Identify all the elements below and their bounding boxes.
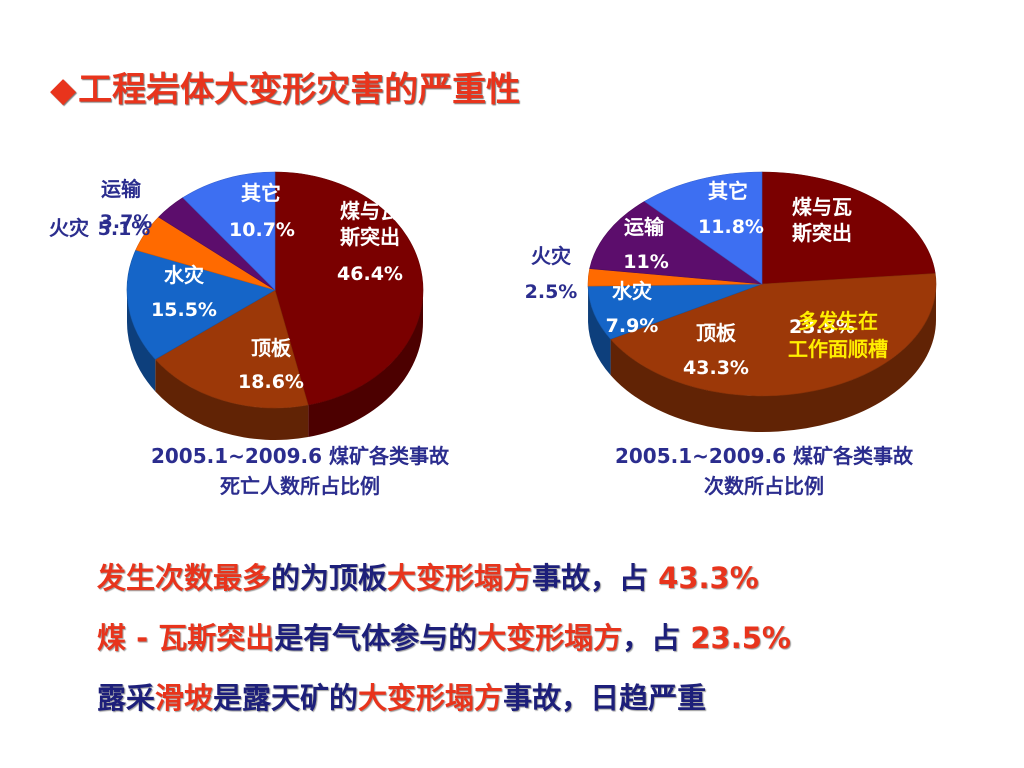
chart2-caption: 2005.1~2009.6 煤矿各类事故 次数所占比例 (574, 441, 954, 501)
bullet-text: ，占 (622, 621, 691, 655)
slice-label: 火灾 (49, 216, 89, 240)
chart-annotation: 多发生在工作面顺槽 (788, 309, 888, 361)
bullet-text: 大变形塌方 (387, 561, 533, 595)
slice-value-label: 46.4% (337, 263, 403, 285)
pie-charts: 煤与瓦斯突出 46.4% 顶板 18.6% 水灾 15.5% 火灾 5.1% 运输 3.7% 其它 1… (49, 171, 937, 440)
slice-value-label: 5.1% (98, 218, 151, 240)
title-diamond-icon: ◆ (50, 70, 77, 110)
slice-value-label: 11.8% (698, 216, 764, 238)
pie-slice-煤与瓦斯突出 (274, 171, 424, 406)
chart1-caption: 2005.1~2009.6 煤矿各类事故 死亡人数所占比例 (110, 441, 490, 501)
bullet-text: 23.5% (690, 621, 791, 655)
slice-label: 运输 (101, 177, 142, 201)
bullet-text: 发生次数最多 (97, 561, 272, 595)
page-title: ◆工程岩体大变形灾害的严重性 (50, 62, 520, 111)
pie-sides (588, 284, 936, 433)
pie-side-煤与瓦斯突出 (308, 290, 423, 437)
bullet-list: 发生次数最多的为顶板大变形塌方事故，占 43.3% 煤 - 瓦斯突出是有气体参与… (95, 548, 995, 728)
bullet-text: 的为顶板 (271, 561, 388, 595)
pie-slice-煤与瓦斯突出 (761, 171, 936, 285)
bullet-text: 43.3% (658, 561, 759, 595)
bullet-item: 煤 - 瓦斯突出是有气体参与的大变形塌方，占 23.5% (95, 608, 995, 668)
pie-slice-水灾 (126, 249, 276, 360)
bullet-text: 是有气体参与的 (274, 621, 478, 655)
slice-label: 水灾 (164, 263, 204, 287)
slice-label: 火灾 (531, 244, 571, 268)
slice-value-label: 3.7% (100, 211, 153, 233)
slice-value-label: 10.7% (229, 219, 295, 241)
slice-label: 煤与瓦斯突出 (340, 199, 400, 249)
chart2-caption-line2: 次数所占比例 (704, 474, 824, 498)
pie-chart-1: 煤与瓦斯突出 46.4% 顶板 18.6% 水灾 15.5% 火灾 5.1% 运输 3.7% 其它 1… (49, 171, 424, 440)
pie-slice-顶板 (154, 289, 309, 409)
slice-value-label: 15.5% (151, 299, 217, 321)
bullet-text: 事故，占 (532, 561, 659, 595)
bullet-text: 大变形塌方 (358, 681, 504, 715)
chart1-caption-line2: 死亡人数所占比例 (220, 474, 380, 498)
pie-chart-2: 煤与瓦斯突出 23.5% 顶板 43.3% 水灾 7.9% 火灾 2.5% 运输 11% 其它 11.… (525, 171, 937, 433)
chart2-caption-line1: 2005.1~2009.6 煤矿各类事故 (614, 444, 914, 468)
bullet-item: 发生次数最多的为顶板大变形塌方事故，占 43.3% (95, 548, 995, 608)
pie-slice-其它 (643, 171, 763, 285)
chart1-caption-line1: 2005.1~2009.6 煤矿各类事故 (150, 444, 450, 468)
slice-value-label: 11% (623, 251, 668, 273)
pie-side-水灾 (588, 286, 611, 376)
slice-value-label: 7.9% (606, 315, 659, 337)
slice-label: 其它 (241, 181, 281, 205)
slice-label: 顶板 (696, 321, 737, 345)
slice-label: 水灾 (612, 279, 652, 303)
pie-side-顶板 (155, 359, 309, 440)
pie-slice-运输 (589, 201, 764, 285)
bullet-text: 煤 - 瓦斯突出 (97, 621, 275, 655)
slice-label: 煤与瓦斯突出 (792, 195, 852, 245)
pie-side-顶板 (610, 284, 936, 433)
slice-value-label: 18.6% (238, 371, 304, 393)
page-title-text: 工程岩体大变形灾害的严重性 (78, 70, 521, 110)
pie-slice-顶板 (610, 273, 937, 397)
slice-label: 运输 (624, 215, 665, 239)
bullet-text: 事故，日趋严重 (503, 681, 707, 715)
slice-label: 其它 (708, 179, 748, 203)
slice-label: 顶板 (251, 336, 292, 360)
bullet-text: 是露天矿的 (213, 681, 359, 715)
bullet-text: 露采 (97, 681, 156, 715)
bullet-text: 大变形塌方 (477, 621, 623, 655)
bullet-text: 滑坡 (155, 681, 214, 715)
pie-slice-其它 (182, 171, 276, 291)
slice-value-label: 23.5% (789, 316, 855, 338)
slice-value-label: 2.5% (525, 281, 578, 303)
bullet-item: 露采滑坡是露天矿的大变形塌方事故，日趋严重 (95, 668, 995, 728)
slice-value-label: 43.3% (683, 357, 749, 379)
